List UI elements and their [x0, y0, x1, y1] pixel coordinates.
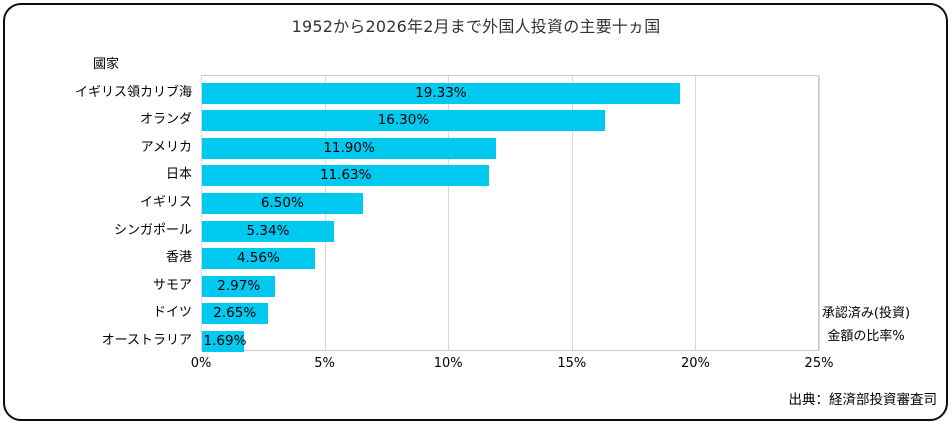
value-axis-annotation: 承認済み(投資) 金額の比率% — [806, 302, 926, 348]
annotation-line-2: 金額の比率% — [827, 329, 905, 344]
bar-value-label: 2.97% — [217, 278, 261, 294]
bar — [202, 221, 334, 242]
bar — [202, 248, 315, 269]
category-label: アメリカ — [140, 140, 192, 155]
gridline — [819, 76, 820, 350]
category-label: ドイツ — [152, 305, 192, 320]
category-label: シンガポール — [113, 223, 192, 238]
plot-area: 19.33% 16.30% 11.90% 11.63% 6.50% 5.34% 4.56% 2… — [201, 75, 820, 352]
category-label: オランダ — [139, 112, 192, 127]
bar-value-label: 11.63% — [319, 167, 372, 183]
bar-value-label: 4.56% — [236, 250, 280, 266]
x-tick-label: 0% — [190, 356, 212, 371]
bar-value-label: 6.50% — [260, 195, 304, 211]
bar — [202, 276, 276, 297]
x-tick-label: 5% — [314, 356, 335, 371]
bar — [202, 83, 680, 104]
gridline — [201, 76, 202, 350]
bar — [202, 110, 605, 131]
gridline — [571, 76, 573, 350]
bar-value-label: 16.30% — [377, 112, 430, 128]
gridline — [448, 76, 450, 350]
annotation-line-1: 承認済み(投資) — [821, 306, 911, 321]
x-tick-label: 15% — [557, 356, 587, 371]
x-tick-label: 25% — [804, 356, 834, 371]
bar-value-label: 19.33% — [415, 85, 467, 101]
category-label: 日本 — [165, 167, 192, 182]
bar-value-label: 11.90% — [323, 140, 375, 156]
bar-value-label: 5.34% — [246, 223, 290, 239]
bar — [202, 303, 268, 324]
category-label: 香港 — [165, 250, 192, 265]
source-note: 出典：経済部投資審査司 — [788, 392, 938, 408]
gridline — [695, 76, 697, 350]
category-label: イギリス — [139, 195, 192, 210]
bar — [202, 331, 244, 352]
category-axis-title: 國家 — [93, 57, 120, 72]
category-label: サモア — [152, 278, 192, 293]
bar — [202, 165, 490, 186]
category-label: イギリス領カリブ海 — [74, 85, 192, 100]
x-tick-label: 10% — [433, 356, 463, 371]
bar — [202, 193, 363, 214]
category-label: オーストラリア — [101, 333, 192, 348]
bar-value-label: 2.65% — [213, 305, 257, 321]
x-tick-label: 20% — [680, 356, 710, 371]
bar-value-label: 1.69% — [203, 333, 247, 349]
bar — [202, 138, 497, 159]
chart-title: 1952から2026年2月まで外国人投資の主要十ヵ国 — [291, 17, 661, 36]
